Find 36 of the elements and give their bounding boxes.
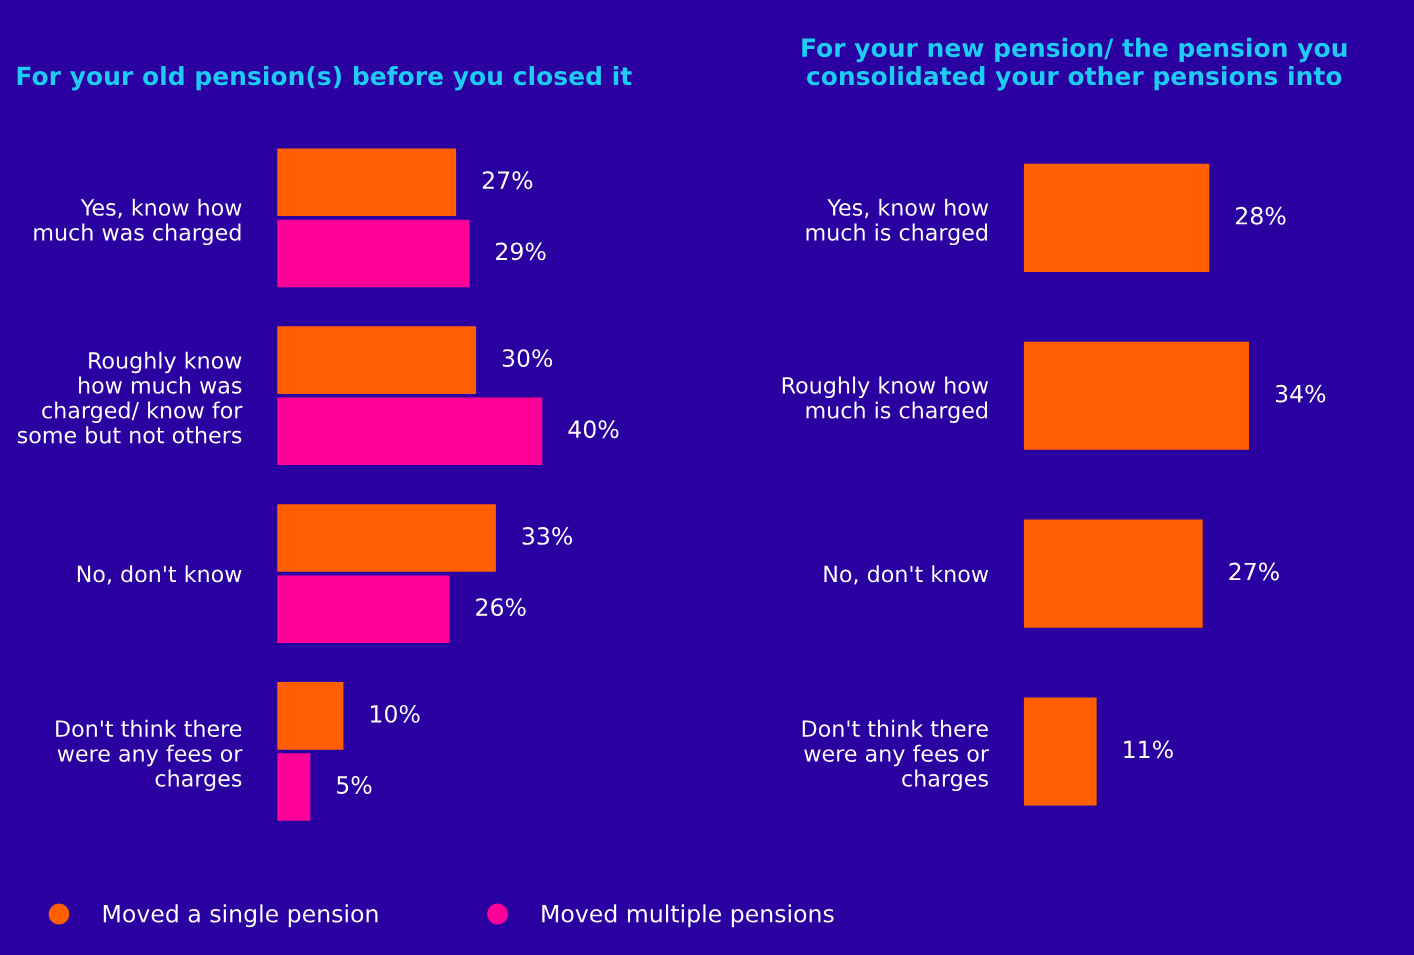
bar xyxy=(1023,519,1203,628)
bar xyxy=(277,148,457,217)
bar xyxy=(1023,697,1097,806)
data-label: 34% xyxy=(1275,384,1326,403)
data-label: 27% xyxy=(482,171,533,190)
data-label: 27% xyxy=(1229,562,1279,581)
y-tick-label: No, don't know xyxy=(824,565,989,585)
data-label: 28% xyxy=(1236,206,1286,225)
data-label: 33% xyxy=(522,527,573,545)
y-tick-label: Roughly know how much was charged/ know for some but not others xyxy=(17,351,243,444)
bar xyxy=(277,753,311,821)
y-tick-label: Roughly know how much is charged xyxy=(782,376,989,423)
y-tick-label: No, don't know xyxy=(77,565,242,585)
data-label: 11% xyxy=(1124,740,1173,759)
bar xyxy=(277,326,476,394)
legend-label: Moved a single pension xyxy=(103,904,378,928)
legend-label: Moved multiple pensions xyxy=(542,904,834,928)
chart-title: For your old pension(s) before you closed it xyxy=(17,66,632,91)
data-label: 5% xyxy=(337,776,372,794)
bar xyxy=(277,575,450,643)
bar xyxy=(277,219,470,288)
bar xyxy=(277,397,543,466)
y-tick-label: Don't think there were any fees or charges xyxy=(802,719,990,792)
data-label: 40% xyxy=(568,420,619,439)
y-tick-label: Don't think there were any fees or charges xyxy=(56,719,243,792)
data-label: 10% xyxy=(371,704,420,723)
data-label: 26% xyxy=(476,598,526,617)
data-label: 30% xyxy=(502,349,553,368)
chart-title: For your new pension/ the pension you consolidated your other pensions into xyxy=(802,37,1347,91)
y-tick-label: Yes, know how much is charged xyxy=(806,198,989,246)
bar xyxy=(277,682,344,750)
y-tick-label: Yes, know how much was charged xyxy=(34,198,242,246)
bar xyxy=(1023,341,1250,450)
bar xyxy=(1023,163,1210,272)
bar xyxy=(277,504,496,572)
data-label: 29% xyxy=(496,242,546,261)
